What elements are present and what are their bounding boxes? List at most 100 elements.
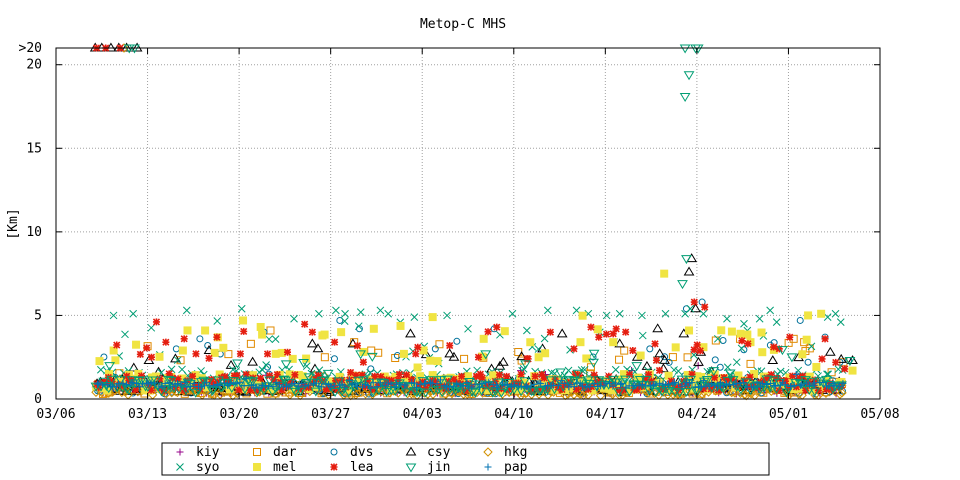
point-lea: [804, 378, 812, 386]
point-jin: [367, 387, 379, 397]
point-hkg: [117, 387, 127, 398]
point-syo: [661, 309, 670, 318]
point-csy: [847, 355, 858, 365]
point-dar: [620, 346, 629, 355]
point-pap: [665, 380, 673, 388]
point-lea: [145, 382, 153, 390]
point-lea: [331, 338, 339, 346]
point-syo: [615, 309, 624, 318]
point-lea: [651, 340, 659, 348]
point-pap: [103, 380, 111, 388]
point-mel: [215, 370, 224, 379]
point-syo: [543, 306, 552, 315]
point-pap: [422, 379, 430, 387]
point-syo: [354, 322, 363, 331]
point-syo: [332, 306, 340, 315]
legend-item-kiy: kiy: [176, 445, 220, 460]
point-pap: [190, 379, 198, 387]
point-mel: [636, 351, 645, 360]
point-lea: [657, 384, 666, 393]
x-tick-label: 04/10: [494, 407, 533, 422]
series-jin: [90, 44, 856, 398]
point-jin: [267, 387, 278, 397]
point-jin: [640, 375, 652, 385]
legend-marker-jin: [405, 463, 417, 473]
point-jin: [123, 44, 135, 54]
point-lea: [217, 374, 225, 382]
point-mel: [192, 373, 201, 382]
chart-title: Metop-C MHS: [420, 17, 506, 32]
point-pap: [622, 383, 630, 391]
point-mel: [699, 343, 708, 352]
point-pap: [586, 383, 594, 391]
point-syo: [638, 331, 647, 340]
point-jin: [619, 375, 631, 385]
point-jin: [727, 376, 739, 386]
point-csy: [128, 362, 140, 372]
point-pap: [181, 378, 189, 386]
point-lea: [587, 323, 595, 331]
point-syo: [807, 342, 816, 351]
point-jin: [126, 376, 138, 386]
point-jin: [101, 381, 112, 391]
point-jin: [425, 376, 437, 386]
point-pap: [682, 378, 690, 386]
point-pap: [396, 380, 404, 388]
point-mel: [285, 370, 294, 379]
point-jin: [574, 377, 586, 387]
point-lea: [240, 327, 248, 335]
point-mel: [337, 328, 346, 337]
point-lea: [389, 381, 397, 389]
point-pap: [330, 382, 338, 390]
point-pap: [119, 379, 127, 387]
point-pap: [787, 383, 795, 391]
point-pap: [656, 379, 664, 387]
point-pap: [367, 383, 375, 391]
point-lea: [333, 385, 342, 393]
series-pap: [94, 370, 847, 391]
point-lea: [368, 385, 376, 393]
point-mel: [817, 309, 826, 318]
point-syo: [109, 311, 118, 320]
point-lea: [359, 358, 367, 366]
point-csy: [690, 303, 701, 313]
point-jin: [280, 376, 291, 386]
point-jin: [677, 280, 688, 290]
point-lea: [131, 386, 140, 394]
point-jin: [247, 377, 259, 387]
legend: kiy dar dvs csy hkg syo mel lea jin pap: [161, 442, 770, 476]
point-lea: [744, 340, 752, 348]
point-dvs: [431, 345, 439, 353]
point-lea: [655, 366, 664, 374]
point-jin: [150, 376, 161, 386]
point-pap: [504, 380, 512, 388]
point-pap: [646, 382, 654, 390]
point-syo: [737, 344, 746, 353]
point-syo: [740, 319, 748, 328]
point-mel: [588, 386, 597, 395]
point-lea: [414, 343, 422, 351]
point-syo: [776, 367, 785, 376]
grid-lines: [56, 48, 880, 399]
point-jin: [280, 360, 292, 370]
point-lea: [402, 371, 411, 379]
point-pap: [433, 380, 441, 388]
point-lea: [256, 374, 265, 382]
x-tick-label: 03/27: [311, 407, 350, 422]
point-pap: [402, 381, 410, 389]
point-hkg: [228, 390, 238, 401]
point-lea: [696, 347, 704, 355]
point-lea: [701, 303, 709, 311]
point-mel: [804, 311, 813, 320]
point-dar: [367, 346, 376, 355]
point-lea: [113, 341, 121, 349]
point-pap: [345, 376, 353, 384]
point-mel: [757, 328, 766, 337]
point-jin: [218, 379, 230, 389]
point-syo: [265, 335, 273, 344]
point-jin: [160, 385, 172, 395]
point-lea: [700, 385, 708, 393]
point-lea: [301, 320, 309, 328]
point-pap: [781, 381, 789, 389]
point-dar: [266, 326, 275, 335]
